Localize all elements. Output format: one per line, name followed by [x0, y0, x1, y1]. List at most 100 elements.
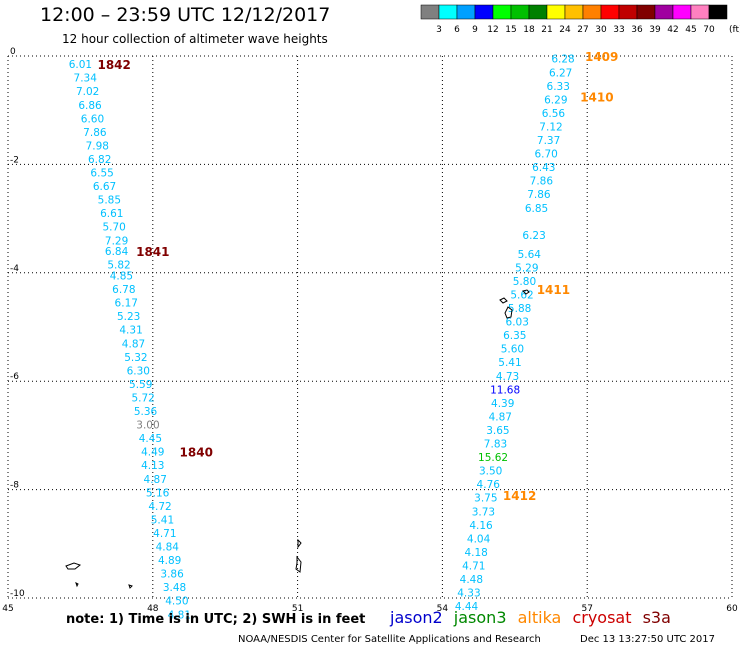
- colorbar-tick-label: 45: [685, 25, 696, 35]
- legend-cryosat: cryosat: [572, 608, 632, 627]
- chart-title: 12:00 – 23:59 UTC 12/12/2017: [40, 4, 331, 26]
- wave-height-value: 6.82: [88, 154, 111, 166]
- x-tick-label: 45: [2, 604, 13, 614]
- wave-height-value: 6.55: [90, 168, 113, 180]
- wave-height-value: 4.44: [455, 601, 479, 613]
- time-annotation: 1842: [97, 58, 130, 72]
- colorbar-tick-label: 27: [577, 25, 588, 35]
- wave-height-value: 7.29: [105, 235, 128, 247]
- wave-height-value: 4.87: [144, 474, 167, 486]
- wave-height-value: 4.48: [460, 574, 483, 586]
- wave-height-value: 6.70: [534, 149, 557, 161]
- coastline: [522, 289, 530, 295]
- wave-height-value: 4.84: [156, 542, 180, 554]
- colorbar-tick-label: 3: [436, 25, 442, 35]
- y-tick-label: -4: [10, 264, 19, 274]
- legend-s3a: s3a: [642, 608, 671, 627]
- wave-height-value: 5.60: [501, 344, 524, 356]
- wave-height-value: 6.01: [69, 59, 92, 71]
- coastline: [128, 584, 133, 589]
- y-tick-label: -10: [10, 589, 25, 599]
- coastline: [504, 306, 513, 319]
- coastline: [65, 562, 82, 570]
- time-annotation: 1840: [180, 446, 213, 460]
- credit-line: NOAA/NESDIS Center for Satellite Applica…: [238, 634, 541, 645]
- x-tick-label: 54: [437, 604, 449, 614]
- coastline: [75, 582, 79, 588]
- wave-height-value: 4.89: [158, 555, 181, 567]
- x-tick-label: 51: [292, 604, 303, 614]
- footnote: note: 1) Time is in UTC; 2) SWH is in fe…: [66, 612, 366, 627]
- wave-height-value: 6.27: [549, 67, 572, 79]
- wave-height-value: 3.50: [479, 466, 502, 478]
- wave-height-value: 5.41: [498, 357, 521, 369]
- wave-height-value: 3.00: [136, 420, 159, 432]
- wave-height-value: 4.33: [457, 588, 480, 600]
- generation-timestamp: Dec 13 13:27:50 UTC 2017: [580, 634, 715, 645]
- colorbar-tick-label: 12: [487, 25, 498, 35]
- wave-height-value: 4.39: [491, 398, 514, 410]
- coastline: [295, 555, 302, 573]
- wave-height-value: 4.49: [141, 447, 164, 459]
- y-tick-label: 0: [10, 47, 16, 57]
- colorbar-tick-label: 30: [595, 25, 607, 35]
- wave-height-value: 5.16: [146, 487, 170, 499]
- colorbar-tick-label: 18: [523, 25, 535, 35]
- wave-height-value: 7.12: [539, 121, 562, 133]
- wave-height-value: 3.48: [163, 582, 186, 594]
- wave-height-value: 4.04: [467, 533, 491, 545]
- wave-height-value: 6.78: [112, 284, 135, 296]
- x-tick-label: 48: [147, 604, 159, 614]
- wave-height-value: 4.16: [469, 520, 493, 532]
- wave-height-value: 4.87: [122, 338, 145, 350]
- wave-height-value: 5.59: [129, 379, 152, 391]
- wave-height-value: 4.81: [168, 609, 191, 621]
- wave-height-value: 4.76: [477, 479, 501, 491]
- wave-height-value: 5.72: [131, 392, 154, 404]
- wave-height-value: 7.37: [537, 135, 560, 147]
- wave-height-value: 6.56: [542, 108, 566, 120]
- wave-height-value: 7.98: [86, 140, 109, 152]
- y-tick-label: -2: [10, 155, 19, 165]
- colorbar-tick-label: 42: [667, 25, 678, 35]
- x-tick-label: 57: [581, 604, 592, 614]
- colorbar-tick-label: 39: [649, 25, 661, 35]
- wave-height-value: 4.71: [153, 528, 176, 540]
- wave-height-value: 7.86: [530, 176, 554, 188]
- wave-height-value: 4.87: [489, 411, 512, 423]
- wave-height-value: 3.65: [486, 425, 509, 437]
- wave-height-value: 4.31: [119, 325, 142, 337]
- wave-height-value: 5.32: [124, 352, 147, 364]
- wave-height-value: 4.85: [110, 271, 133, 283]
- wave-height-value: 4.71: [462, 560, 485, 572]
- legend-jason3: jason3: [453, 608, 507, 627]
- wave-height-value: 6.67: [93, 181, 116, 193]
- wave-height-value: 5.36: [134, 406, 158, 418]
- wave-height-value: 7.02: [76, 86, 99, 98]
- wave-height-value: 4.18: [464, 547, 487, 559]
- wave-height-value: 6.86: [78, 100, 102, 112]
- colorbar-tick-label: 70: [703, 25, 715, 35]
- time-annotation: 1841: [136, 245, 169, 259]
- wave-height-value: 5.29: [515, 262, 538, 274]
- wave-height-value: 6.29: [544, 94, 567, 106]
- wave-height-value: 7.86: [527, 189, 551, 201]
- coastline: [297, 538, 302, 549]
- wave-height-value: 6.03: [506, 317, 529, 329]
- wave-height-value: 6.35: [503, 330, 526, 342]
- time-annotation: 1411: [537, 283, 570, 297]
- wave-height-value: 11.68: [490, 384, 520, 396]
- colorbar-tick-label: 6: [454, 25, 460, 35]
- time-annotation: 1409: [585, 50, 618, 64]
- wave-height-value: 5.70: [102, 222, 125, 234]
- legend-altika: altika: [517, 608, 562, 627]
- colorbar-tick-label: 24: [559, 25, 571, 35]
- wave-height-value: 5.62: [510, 289, 533, 301]
- x-tick-label: 60: [726, 604, 738, 614]
- wave-height-value: 6.84: [105, 246, 129, 258]
- wave-height-value: 7.83: [484, 439, 507, 451]
- wave-height-value: 4.73: [496, 371, 519, 383]
- wave-height-value: 6.43: [532, 162, 555, 174]
- wave-height-value: 6.61: [100, 208, 123, 220]
- wave-height-value: 15.62: [478, 452, 508, 464]
